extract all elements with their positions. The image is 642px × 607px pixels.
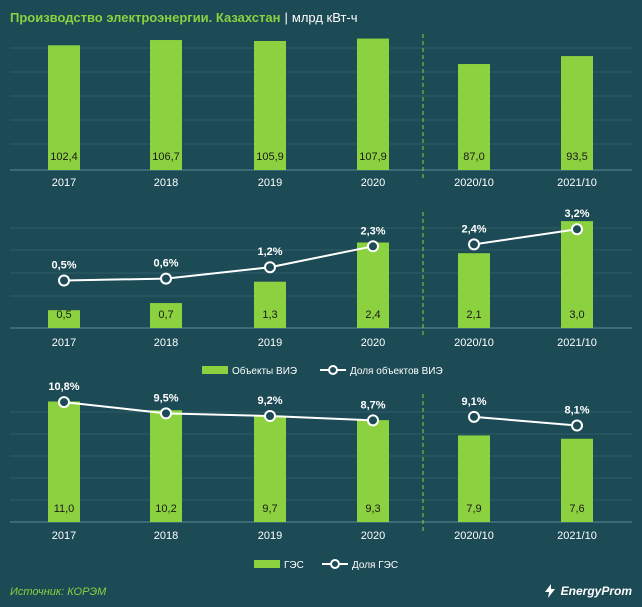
bar-value-label: 7,6 xyxy=(569,503,584,515)
legend-label: Объекты ВИЭ xyxy=(232,365,297,377)
line-point xyxy=(468,238,480,251)
bar xyxy=(150,303,182,328)
bar xyxy=(254,40,286,171)
bar-value-label: 9,3 xyxy=(365,503,380,515)
x-tick-label: 2018 xyxy=(154,337,178,349)
legend-line-marker xyxy=(328,365,338,375)
x-tick-label: 2020/10 xyxy=(454,530,494,542)
bar-value-label: 0,7 xyxy=(158,309,173,321)
logo-text: EnergyProm xyxy=(560,584,632,598)
bar-value-label: 93,5 xyxy=(566,151,587,163)
x-tick-label: 2021/10 xyxy=(557,177,597,189)
line-value-label: 2,4% xyxy=(461,223,486,235)
bar xyxy=(357,38,389,170)
x-tick-label: 2020/10 xyxy=(454,177,494,189)
line-point xyxy=(367,240,379,253)
series-line xyxy=(63,401,374,422)
x-tick-label: 2020/10 xyxy=(454,337,494,349)
series-line xyxy=(473,228,578,246)
bar xyxy=(458,64,490,170)
legend-line-marker xyxy=(330,559,340,569)
x-tick-label: 2017 xyxy=(52,177,76,189)
series-line xyxy=(473,415,578,427)
line-point xyxy=(468,410,480,423)
line-point xyxy=(264,261,276,274)
x-tick-label: 2018 xyxy=(154,530,178,542)
bar-value-label: 11,0 xyxy=(54,503,75,515)
bar xyxy=(561,56,593,170)
series-line xyxy=(63,245,374,282)
x-tick-label: 2017 xyxy=(52,530,76,542)
x-tick-label: 2021/10 xyxy=(557,530,597,542)
x-tick-label: 2020 xyxy=(361,337,385,349)
logo-icon xyxy=(544,584,555,598)
bar xyxy=(48,310,80,328)
line-value-label: 0,5% xyxy=(51,260,76,272)
line-point xyxy=(367,414,379,427)
x-tick-label: 2019 xyxy=(258,530,282,542)
legend-label: ГЭС xyxy=(284,560,304,571)
x-tick-label: 2020 xyxy=(361,177,385,189)
source-note: Источник: КОРЭМ xyxy=(10,586,107,598)
line-value-label: 8,7% xyxy=(360,399,385,411)
legend-bar-swatch xyxy=(254,560,280,568)
bar xyxy=(254,281,286,328)
bar xyxy=(48,401,80,522)
bar-value-label: 107,9 xyxy=(359,151,387,163)
line-value-label: 9,5% xyxy=(153,392,178,404)
chart-title: Производство электроэнергии. Казахстан xyxy=(10,10,281,25)
bar-value-label: 2,1 xyxy=(466,309,481,321)
bar xyxy=(561,221,593,328)
chart-header: Производство электроэнергии. Казахстан | м… xyxy=(10,10,358,25)
x-tick-label: 2017 xyxy=(52,337,76,349)
bar xyxy=(150,410,182,522)
bar xyxy=(458,435,490,522)
bar-value-label: 102,4 xyxy=(50,151,78,163)
bar-value-label: 2,4 xyxy=(365,309,380,321)
line-value-label: 9,1% xyxy=(461,396,486,408)
x-tick-label: 2020 xyxy=(361,530,385,542)
bar-value-label: 10,2 xyxy=(155,503,176,515)
bar xyxy=(458,253,490,328)
line-point xyxy=(160,272,172,285)
x-tick-label: 2018 xyxy=(154,177,178,189)
unit-label: млрд кВт-ч xyxy=(291,10,358,25)
bar-value-label: 106,7 xyxy=(152,151,180,163)
legend-label: Доля объектов ВИЭ xyxy=(350,365,443,377)
bar xyxy=(357,242,389,328)
bar-value-label: 3,0 xyxy=(569,309,584,321)
bar xyxy=(254,415,286,522)
line-point xyxy=(264,409,276,422)
line-value-label: 2,3% xyxy=(360,225,385,237)
line-value-label: 9,2% xyxy=(257,395,282,407)
line-point xyxy=(571,223,583,236)
bar xyxy=(561,438,593,522)
bar-value-label: 105,9 xyxy=(256,151,284,163)
bar-value-label: 87,0 xyxy=(463,151,484,163)
x-tick-label: 2019 xyxy=(258,177,282,189)
line-point xyxy=(571,419,583,432)
x-tick-label: 2021/10 xyxy=(557,337,597,349)
bar-value-label: 0,5 xyxy=(56,309,71,321)
line-point xyxy=(58,396,70,409)
header-separator: | xyxy=(284,10,288,25)
line-point xyxy=(58,274,70,287)
line-value-label: 8,1% xyxy=(564,405,589,417)
bar-value-label: 7,9 xyxy=(466,503,481,515)
bar xyxy=(150,40,182,170)
line-value-label: 3,2% xyxy=(564,208,589,220)
bar xyxy=(48,45,80,171)
line-point xyxy=(160,407,172,420)
line-value-label: 0,6% xyxy=(153,258,178,270)
bar-value-label: 1,3 xyxy=(262,309,277,321)
line-value-label: 1,2% xyxy=(257,246,282,258)
legend-label: Доля ГЭС xyxy=(352,560,398,571)
legend-bar-swatch xyxy=(202,366,228,374)
brand-logo: EnergyProm xyxy=(543,584,632,598)
bar xyxy=(357,420,389,522)
bar-value-label: 9,7 xyxy=(262,503,277,515)
x-tick-label: 2019 xyxy=(258,337,282,349)
line-value-label: 10,8% xyxy=(48,381,79,393)
